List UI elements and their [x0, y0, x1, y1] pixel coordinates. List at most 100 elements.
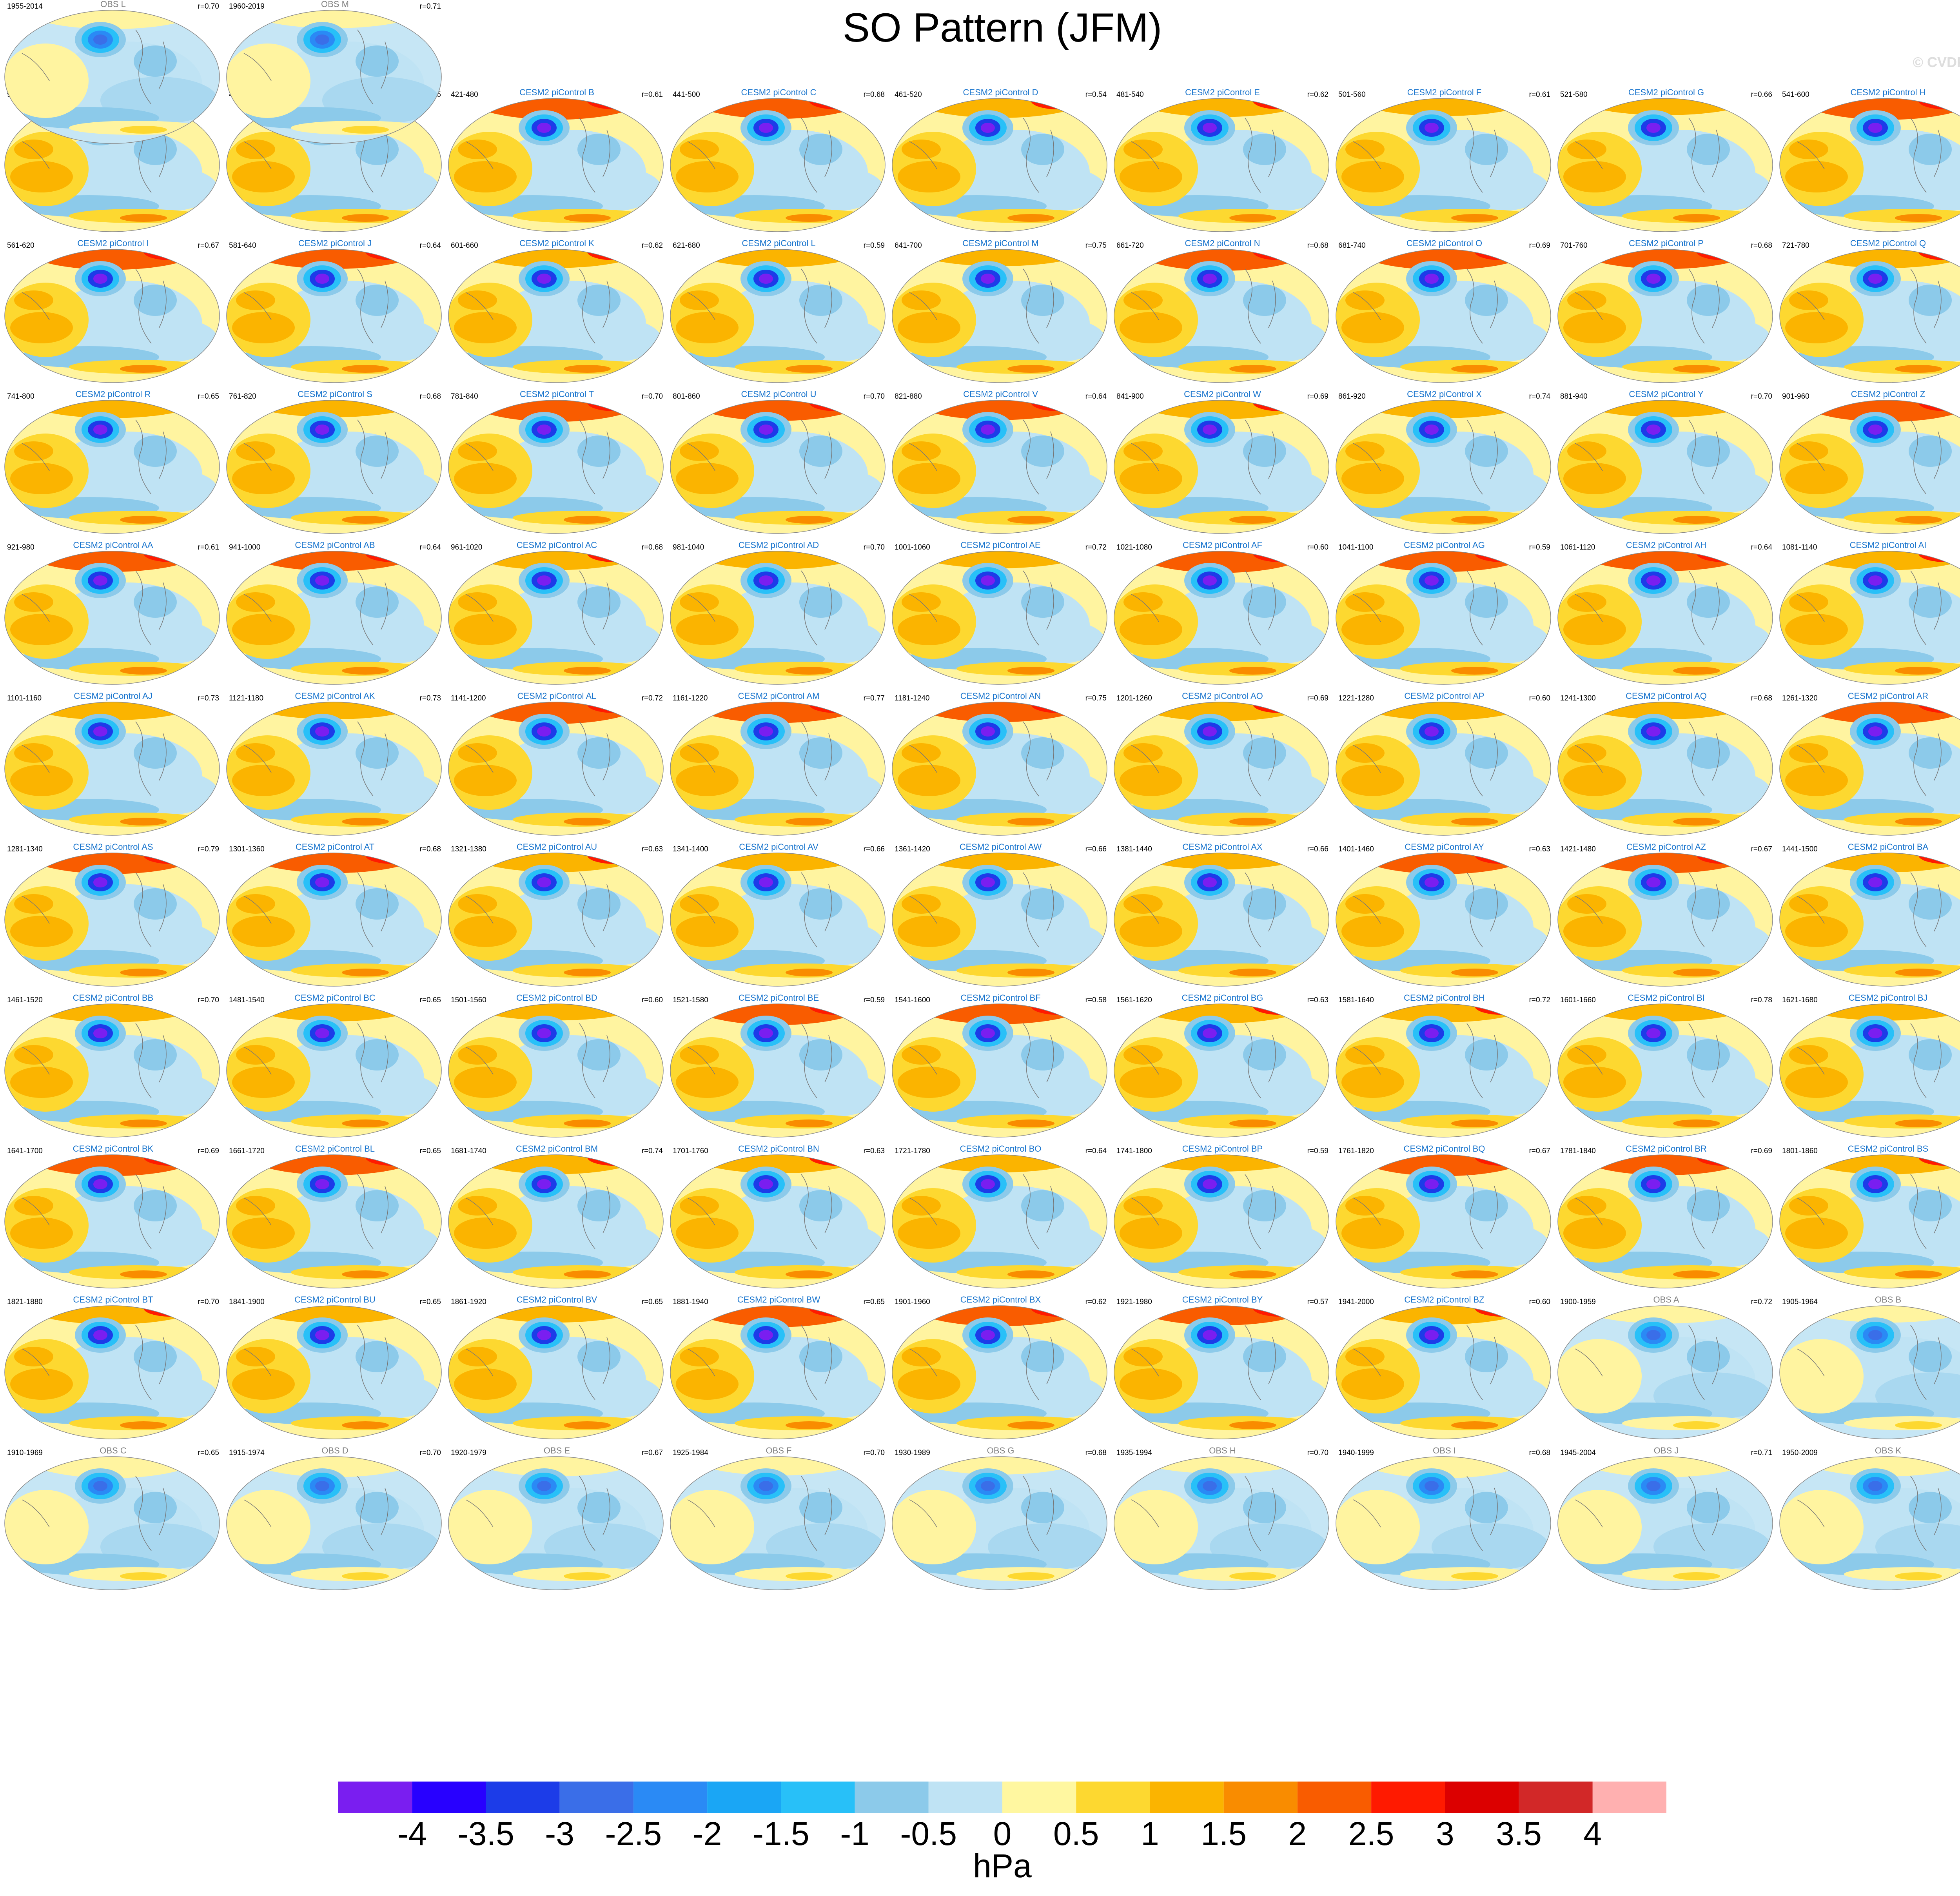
colorbar-swatch	[1592, 1782, 1666, 1813]
panel-years: 1915-1974	[229, 1449, 265, 1457]
panel-correlation: r=0.70	[863, 1449, 885, 1457]
panel-title: CESM2 piControl AN	[960, 691, 1041, 701]
colorbar-tick-label: 2.5	[1348, 1815, 1394, 1852]
panel-correlation: r=0.65	[419, 996, 441, 1004]
panel-correlation: r=0.65	[198, 1449, 219, 1457]
panel-title: CESM2 piControl BD	[516, 993, 597, 1003]
panel-title: CESM2 piControl BM	[515, 1144, 598, 1154]
map-svg	[1336, 1456, 1551, 1590]
panel-title: OBS K	[1875, 1446, 1902, 1455]
map-panel: 1661-1720 CESM2 piControl BL r=0.65	[224, 1144, 446, 1290]
map-panel: 1935-1994 OBS H r=0.70	[1112, 1446, 1333, 1591]
colorbar-tick-label: -3.5	[457, 1815, 514, 1852]
panel-years: 1901-1960	[895, 1298, 930, 1306]
panel-correlation: r=0.72	[1085, 543, 1107, 552]
colorbar-units: hPa	[973, 1847, 1032, 1884]
map-panel: 1601-1660 CESM2 piControl BI r=0.78	[1555, 993, 1777, 1139]
panel-years: 1781-1840	[1560, 1147, 1596, 1155]
panel-correlation: r=0.68	[641, 543, 663, 552]
map-svg	[1114, 1305, 1329, 1439]
map-svg	[1336, 1154, 1551, 1288]
panel-years: 1561-1620	[1116, 996, 1152, 1004]
map-panel: 1821-1880 CESM2 piControl BT r=0.70	[2, 1295, 224, 1441]
map-svg	[892, 853, 1107, 987]
panel-title: CESM2 piControl BA	[1847, 842, 1929, 852]
map-svg	[670, 98, 886, 232]
map-panel: 1741-1800 CESM2 piControl BP r=0.59	[1112, 1144, 1333, 1290]
map-svg	[1114, 1456, 1329, 1590]
map-svg	[448, 1154, 664, 1288]
colorbar-tick-label: -2.5	[605, 1815, 662, 1852]
map-panel: 421-480 CESM2 piControl B r=0.61	[446, 87, 668, 233]
panel-correlation: r=0.59	[1307, 1147, 1328, 1155]
panel-correlation: r=0.64	[1085, 392, 1107, 401]
map-svg	[670, 249, 886, 383]
map-svg	[1557, 853, 1773, 987]
map-svg	[1114, 702, 1329, 836]
panel-title: CESM2 piControl AS	[73, 842, 153, 852]
panel-correlation: r=0.69	[1529, 241, 1550, 250]
panel-years: 961-1020	[451, 543, 483, 552]
map-panel: 1701-1760 CESM2 piControl BN r=0.63	[668, 1144, 889, 1290]
panel-title: CESM2 piControl BV	[516, 1295, 597, 1305]
map-panel: 1901-1960 CESM2 piControl BX r=0.62	[890, 1295, 1111, 1441]
panel-title: CESM2 piControl BB	[73, 993, 154, 1003]
panel-years: 1201-1260	[1116, 694, 1152, 702]
map-svg	[1557, 400, 1773, 534]
panel-years: 1541-1600	[895, 996, 930, 1004]
panel-correlation: r=0.61	[198, 543, 219, 552]
map-svg	[4, 702, 220, 836]
panel-years: 1960-2019	[229, 2, 265, 11]
panel-title: CESM2 piControl BO	[960, 1144, 1042, 1154]
map-svg	[1557, 98, 1773, 232]
panel-title: CESM2 piControl BN	[738, 1144, 819, 1154]
map-svg	[448, 400, 664, 534]
panel-correlation: r=0.68	[1751, 241, 1772, 250]
panel-title: CESM2 piControl N	[1185, 238, 1260, 248]
map-svg	[670, 551, 886, 685]
panel-years: 821-880	[895, 392, 922, 401]
panel-years: 1441-1500	[1782, 845, 1818, 853]
panel-years: 1681-1740	[451, 1147, 486, 1155]
panel-title: CESM2 piControl J	[298, 238, 372, 248]
panel-years: 1461-1520	[7, 996, 43, 1004]
map-panel: 1881-1940 CESM2 piControl BW r=0.65	[668, 1295, 889, 1441]
map-panel: 621-680 CESM2 piControl L r=0.59	[668, 238, 889, 384]
panel-title: CESM2 piControl AG	[1404, 540, 1485, 550]
map-svg	[448, 1456, 664, 1590]
panel-years: 1821-1880	[7, 1298, 43, 1306]
panel-title: OBS I	[1433, 1446, 1456, 1455]
panel-title: CESM2 piControl BZ	[1404, 1295, 1485, 1305]
panel-years: 1281-1340	[7, 845, 43, 853]
panel-title: CESM2 piControl AL	[517, 691, 597, 701]
panel-correlation: r=0.64	[419, 241, 441, 250]
panel-correlation: r=0.61	[1529, 91, 1550, 99]
map-panel: 1161-1220 CESM2 piControl AM r=0.77	[668, 691, 889, 837]
panel-title: CESM2 piControl M	[962, 238, 1039, 248]
panel-title: CESM2 piControl BY	[1182, 1295, 1263, 1305]
panel-years: 1581-1640	[1338, 996, 1374, 1004]
panel-correlation: r=0.69	[1307, 694, 1328, 702]
map-panel: 881-940 CESM2 piControl Y r=0.70	[1555, 389, 1777, 535]
panel-title: CESM2 piControl BC	[294, 993, 376, 1003]
map-svg	[1114, 400, 1329, 534]
map-panel: 761-820 CESM2 piControl S r=0.68	[224, 389, 446, 535]
panel-years: 1661-1720	[229, 1147, 265, 1155]
panel-correlation: r=0.68	[1751, 694, 1772, 702]
panel-years: 1361-1420	[895, 845, 930, 853]
panel-years: 1761-1820	[1338, 1147, 1374, 1155]
panel-correlation: r=0.70	[641, 392, 663, 401]
panel-correlation: r=0.74	[641, 1147, 663, 1155]
panel-years: 641-700	[895, 241, 922, 250]
map-svg	[1779, 1154, 1960, 1288]
map-svg	[448, 551, 664, 685]
panel-correlation: r=0.61	[641, 91, 663, 99]
map-panel: 981-1040 CESM2 piControl AD r=0.70	[668, 540, 889, 686]
panel-correlation: r=0.70	[198, 996, 219, 1004]
panel-years: 1301-1360	[229, 845, 265, 853]
map-panel: 1141-1200 CESM2 piControl AL r=0.72	[446, 691, 668, 837]
panel-years: 1321-1380	[451, 845, 486, 853]
colorbar-tick-label: -1.5	[752, 1815, 809, 1852]
map-svg	[1779, 98, 1960, 232]
